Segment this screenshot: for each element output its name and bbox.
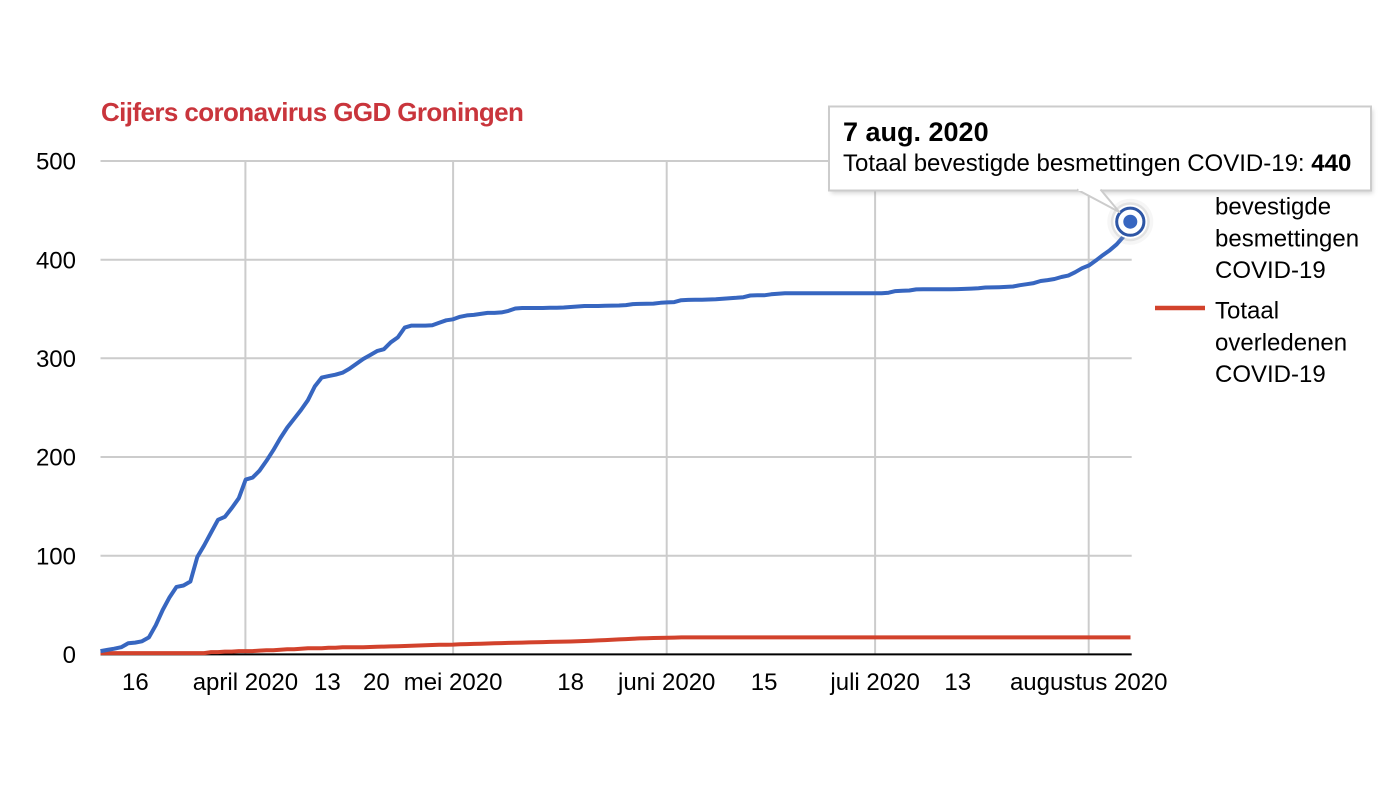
svg-text:augustus 2020: augustus 2020 [1010, 669, 1167, 696]
svg-text:mei 2020: mei 2020 [404, 669, 503, 696]
svg-text:13: 13 [314, 669, 341, 696]
svg-text:16: 16 [122, 669, 149, 696]
svg-text:13: 13 [944, 669, 971, 696]
svg-text:7 aug. 2020: 7 aug. 2020 [843, 117, 989, 147]
svg-text:Cijfers coronavirus GGD Gronin: Cijfers coronavirus GGD Groningen [101, 97, 523, 127]
svg-text:april 2020: april 2020 [193, 669, 298, 696]
svg-text:COVID-19: COVID-19 [1215, 257, 1326, 284]
svg-text:bevestigde: bevestigde [1215, 194, 1331, 221]
svg-text:20: 20 [363, 669, 390, 696]
svg-text:COVID-19: COVID-19 [1215, 361, 1326, 388]
svg-text:besmettingen: besmettingen [1215, 225, 1359, 252]
svg-text:juli 2020: juli 2020 [829, 669, 919, 696]
svg-text:100: 100 [36, 543, 76, 570]
svg-text:400: 400 [36, 247, 76, 274]
svg-text:15: 15 [751, 669, 778, 696]
svg-text:Totaal: Totaal [1215, 298, 1279, 325]
svg-text:18: 18 [557, 669, 584, 696]
svg-text:Totaal bevestigde besmettingen: Totaal bevestigde besmettingen COVID-19:… [843, 150, 1351, 177]
svg-text:500: 500 [36, 149, 76, 176]
svg-text:0: 0 [63, 642, 76, 669]
svg-text:300: 300 [36, 346, 76, 373]
svg-text:200: 200 [36, 445, 76, 472]
svg-text:overledenen: overledenen [1215, 329, 1347, 356]
svg-text:juni 2020: juni 2020 [617, 669, 715, 696]
